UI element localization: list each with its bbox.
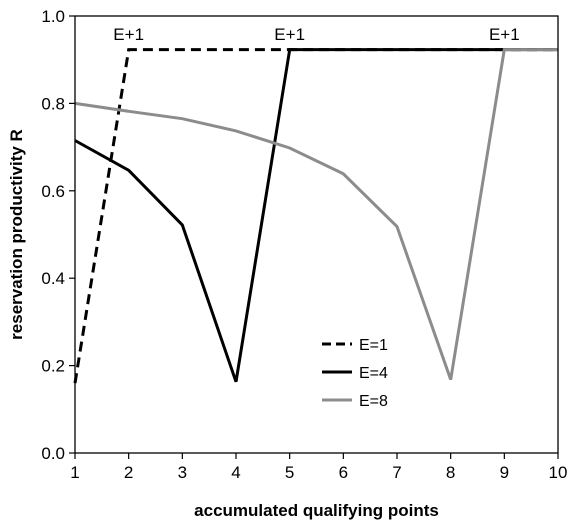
annotation-label: E+1 (274, 25, 305, 44)
x-tick-label: 1 (70, 463, 79, 482)
y-tick-labels: 0.0 0.2 0.4 0.6 0.8 1.0 (41, 7, 65, 463)
tick-marks (69, 15, 559, 459)
y-tick-label: 0.6 (41, 182, 65, 201)
x-axis-title: accumulated qualifying points (194, 501, 439, 520)
plot-frame (74, 15, 559, 454)
legend: E=1 E=4 E=8 (322, 337, 388, 410)
series-line-e8 (74, 48, 558, 381)
x-tick-label: 5 (285, 463, 294, 482)
y-tick-label: 1.0 (41, 7, 65, 26)
y-tick-label: 0.4 (41, 269, 65, 288)
x-tick-label: 10 (549, 463, 568, 482)
x-tick-label: 4 (231, 463, 240, 482)
y-tick-label: 0.0 (41, 444, 65, 463)
legend-label: E=1 (359, 337, 388, 354)
x-tick-label: 8 (446, 463, 455, 482)
series-layer (73, 48, 558, 384)
series-line-e1 (73, 48, 558, 384)
annotation-label: E+1 (489, 25, 520, 44)
annotation-label: E+1 (113, 25, 144, 44)
y-tick-label: 0.2 (41, 357, 65, 376)
x-tick-label: 2 (124, 463, 133, 482)
legend-label: E=8 (359, 393, 388, 410)
x-tick-label: 3 (178, 463, 187, 482)
x-tick-label: 9 (500, 463, 509, 482)
x-tick-label: 7 (392, 463, 401, 482)
y-axis-title: reservation productivity R (7, 129, 26, 340)
annotations: E+1 E+1 E+1 (113, 25, 519, 44)
series-line-e4 (74, 48, 558, 383)
y-tick-label: 0.8 (41, 94, 65, 113)
legend-label: E=4 (359, 365, 388, 382)
x-tick-label: 6 (339, 463, 348, 482)
x-tick-labels: 1 2 3 4 5 6 7 8 9 10 (70, 463, 567, 482)
